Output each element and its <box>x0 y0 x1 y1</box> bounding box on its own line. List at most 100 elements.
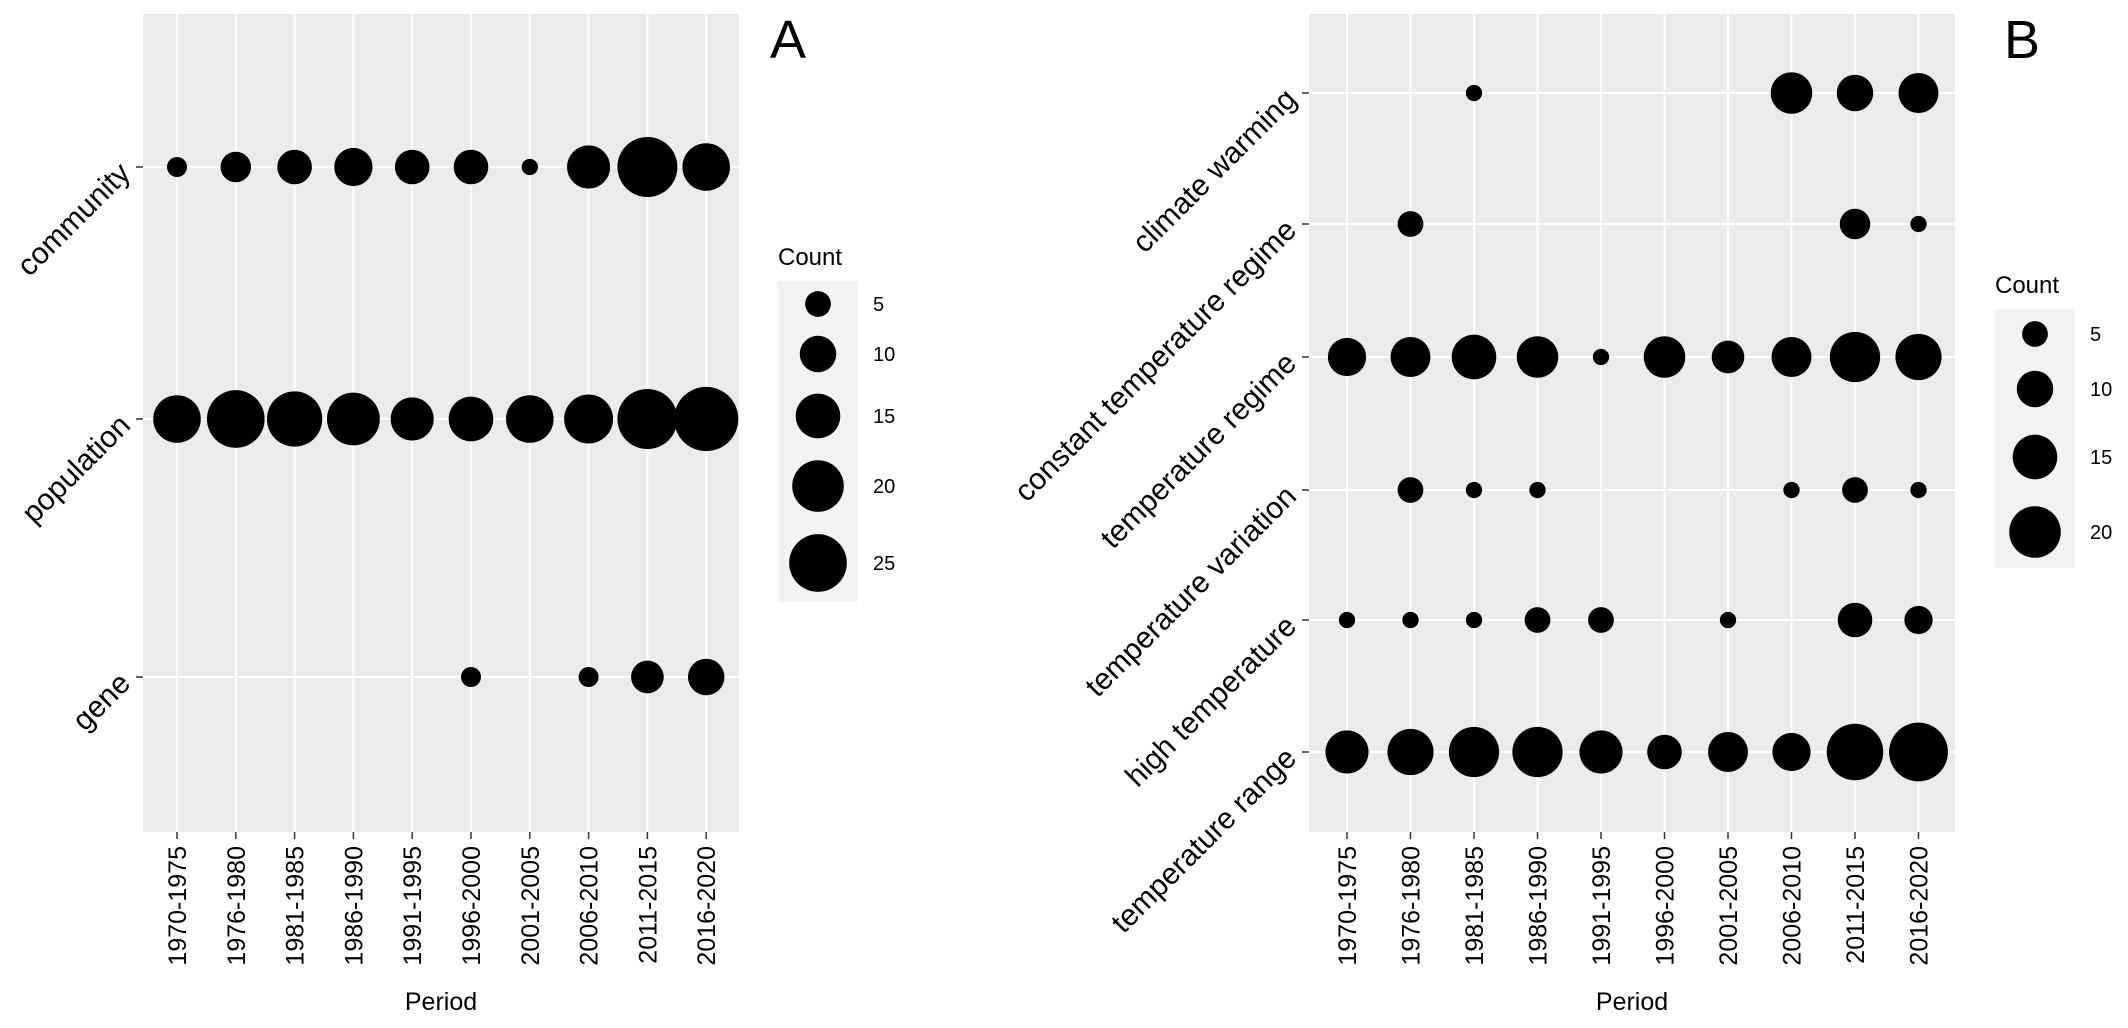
legend-key-10 <box>799 335 837 373</box>
data-point-population-1986-1990 <box>326 392 380 446</box>
y-tick-label: population <box>16 409 137 530</box>
legend-label: 15 <box>873 406 895 428</box>
legend-key-5 <box>2022 321 2048 347</box>
data-point-community-2011-2015 <box>617 137 678 197</box>
x-tick-label: 1991-1995 <box>1588 846 1616 966</box>
data-point-temperature-range-2001-2005 <box>1708 732 1748 772</box>
data-point-population-2001-2005 <box>506 395 554 443</box>
data-point-high-temperature-2001-2005 <box>1719 611 1737 629</box>
legend-key-10 <box>2016 370 2054 408</box>
x-tick-label: 1986-1990 <box>340 846 368 966</box>
data-point-climate-warming-2006-2010 <box>1770 72 1813 114</box>
data-point-temperature-regime-1981-1985 <box>1451 334 1497 380</box>
legend-title: Count <box>778 244 842 271</box>
data-point-temperature-variation-2006-2010 <box>1783 481 1800 499</box>
panel-label: A <box>770 10 806 70</box>
data-point-community-2006-2010 <box>567 145 611 189</box>
x-tick-label: 2006-2010 <box>576 846 604 966</box>
data-point-climate-warming-1981-1985 <box>1465 84 1483 102</box>
data-point-temperature-range-1986-1990 <box>1512 726 1563 778</box>
legend-key-25 <box>789 534 847 592</box>
legend-label: 10 <box>873 344 895 366</box>
data-point-temperature-regime-1970-1975 <box>1327 337 1367 377</box>
data-point-temperature-range-1996-2000 <box>1647 734 1682 770</box>
data-point-population-2016-2020 <box>674 386 739 452</box>
x-tick-label: 2011-2015 <box>634 846 662 964</box>
legend-label: 5 <box>873 294 884 316</box>
data-point-constant-temperature-regime-2016-2020 <box>1910 215 1927 233</box>
x-axis-title: Period <box>1596 988 1668 1016</box>
data-point-high-temperature-1991-1995 <box>1588 607 1614 633</box>
data-point-temperature-range-2016-2020 <box>1889 722 1948 782</box>
data-point-temperature-variation-1981-1985 <box>1465 481 1483 499</box>
data-point-community-2001-2005 <box>521 158 538 176</box>
panel-a: 1970-1975 1976-1980 1981-1985 1986-1990 1991… <box>11 10 895 1016</box>
data-point-temperature-regime-1976-1980 <box>1390 337 1431 377</box>
x-tick-label: 1991-1995 <box>399 846 427 966</box>
legend-label: 5 <box>2090 324 2101 346</box>
data-point-population-1981-1985 <box>266 391 323 447</box>
x-axis-title: Period <box>405 988 477 1016</box>
data-point-high-temperature-1976-1980 <box>1402 611 1419 629</box>
data-point-temperature-variation-1976-1980 <box>1397 477 1424 503</box>
data-point-gene-1996-2000 <box>461 667 481 687</box>
data-point-high-temperature-1986-1990 <box>1524 607 1551 633</box>
data-point-community-1991-1995 <box>394 149 430 185</box>
panel-b: 1970-1975 1976-1980 1981-1985 1986-1990 1991… <box>1008 10 2112 1016</box>
data-point-gene-2011-2015 <box>631 660 664 694</box>
x-tick-label: 2006-2010 <box>1779 846 1807 966</box>
x-tick-label: 1976-1980 <box>223 846 251 966</box>
data-point-constant-temperature-regime-1976-1980 <box>1397 211 1424 237</box>
data-point-temperature-regime-2011-2015 <box>1829 331 1881 383</box>
data-point-high-temperature-1981-1985 <box>1465 611 1483 629</box>
plot-background <box>1309 14 1955 832</box>
data-point-constant-temperature-regime-2011-2015 <box>1839 208 1871 240</box>
data-point-temperature-variation-2011-2015 <box>1842 477 1868 503</box>
legend-title: Count <box>1995 272 2059 299</box>
data-point-community-1996-2000 <box>453 149 489 185</box>
data-point-gene-2006-2010 <box>578 667 599 687</box>
x-tick-label: 1970-1975 <box>164 846 192 966</box>
legend-key-15 <box>2012 434 2058 480</box>
data-point-community-1981-1985 <box>277 149 312 185</box>
data-point-high-temperature-1970-1975 <box>1338 611 1356 629</box>
legend-key-15 <box>795 393 841 439</box>
data-point-temperature-regime-2006-2010 <box>1771 337 1812 377</box>
data-point-temperature-range-1976-1980 <box>1387 728 1434 776</box>
x-tick-label: 1996-2000 <box>458 846 486 966</box>
y-tick-label: community <box>11 157 137 283</box>
size-legend: Count 5 10 15 20 25 <box>778 244 895 602</box>
data-point-population-1970-1975 <box>153 395 201 443</box>
data-point-temperature-regime-2016-2020 <box>1895 333 1942 381</box>
data-point-population-1996-2000 <box>448 396 494 442</box>
legend-label: 20 <box>2090 522 2112 544</box>
y-tick-label: gene <box>66 667 137 738</box>
x-tick-label: 1996-2000 <box>1652 846 1680 966</box>
data-point-community-1970-1975 <box>167 157 187 177</box>
legend-label: 25 <box>873 553 895 575</box>
data-point-community-1976-1980 <box>220 151 252 183</box>
data-point-community-1986-1990 <box>334 147 373 187</box>
x-tick-label: 2001-2005 <box>517 846 545 966</box>
data-point-temperature-range-1970-1975 <box>1325 730 1369 774</box>
y-tick-label: constant temperature regime <box>1008 214 1303 509</box>
data-point-high-temperature-2016-2020 <box>1904 605 1933 635</box>
x-tick-label: 1981-1985 <box>282 846 310 966</box>
x-tick-label: 2016-2020 <box>693 846 721 966</box>
data-point-climate-warming-2011-2015 <box>1836 74 1874 112</box>
x-tick-label: 1976-1980 <box>1398 846 1426 966</box>
x-tick-label: 2016-2020 <box>1906 846 1934 966</box>
data-point-temperature-variation-1986-1990 <box>1529 481 1546 499</box>
data-point-temperature-range-2006-2010 <box>1772 732 1811 772</box>
x-tick-label: 1986-1990 <box>1525 846 1553 966</box>
x-tick-label: 2011-2015 <box>1842 846 1870 964</box>
x-tick-label: 1981-1985 <box>1461 846 1489 966</box>
data-point-temperature-regime-1986-1990 <box>1516 336 1559 378</box>
legend-label: 20 <box>873 476 895 498</box>
data-point-temperature-range-2011-2015 <box>1826 723 1884 781</box>
data-point-temperature-variation-2016-2020 <box>1910 481 1927 499</box>
data-point-temperature-range-1981-1985 <box>1448 726 1500 778</box>
x-tick-label: 2001-2005 <box>1715 846 1743 966</box>
data-point-temperature-regime-1996-2000 <box>1643 336 1686 378</box>
